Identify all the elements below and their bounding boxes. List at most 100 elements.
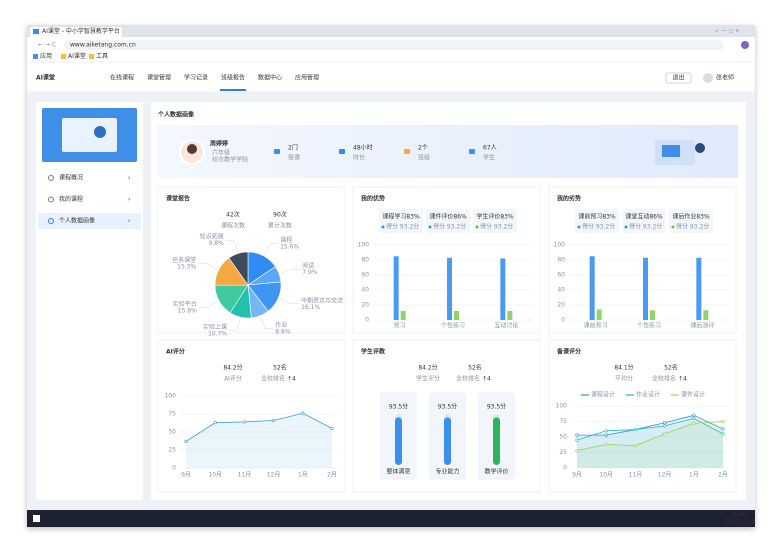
y-tick-label: 40 xyxy=(361,287,369,294)
menu-icon xyxy=(48,196,54,203)
progress-label: 专业能力 xyxy=(435,468,459,476)
line-point xyxy=(575,438,579,442)
nav-item[interactable]: 学习记录 xyxy=(184,74,208,82)
pie-label: 实验平台 xyxy=(173,300,197,308)
nav-item[interactable]: 班级报告 xyxy=(221,74,245,82)
x-tick-label: 11月 xyxy=(238,472,252,479)
line-series xyxy=(576,421,724,452)
leader-line xyxy=(229,318,241,331)
page-title: 个人数据画像 xyxy=(157,111,195,119)
pie-label: 知识拓展 xyxy=(200,233,224,241)
menu-item[interactable]: 我的课程 xyxy=(59,195,83,203)
bookmark[interactable]: 工具 xyxy=(96,53,108,60)
bookmark[interactable]: AI课堂 xyxy=(68,52,86,60)
x-tick-label: 1月 xyxy=(689,472,699,479)
progress-value-label: 93.5分 xyxy=(389,403,408,411)
line-area xyxy=(186,413,332,468)
logout-button[interactable] xyxy=(665,72,692,84)
x-tick-label: 课后测评 xyxy=(690,322,714,330)
panel-stat-value: 84.1分 xyxy=(614,364,633,372)
user-name[interactable]: 张老师 xyxy=(716,74,734,82)
taskbar-time: 9:45 xyxy=(733,512,747,519)
panel-stat-value: 52名 xyxy=(273,364,287,372)
summary-box xyxy=(473,209,517,233)
line-point xyxy=(242,420,246,424)
line-series xyxy=(577,414,724,436)
stat-label: 授课 xyxy=(288,154,300,162)
menu-arrow: › xyxy=(128,196,130,203)
profile-banner xyxy=(158,125,738,178)
panel xyxy=(548,339,737,493)
user-avatar xyxy=(703,73,713,83)
line-point xyxy=(662,421,667,425)
bookmark-icon xyxy=(33,54,38,59)
profile-school: 综合教学学院 xyxy=(212,156,248,164)
panel-stat-label: 全校排名 xyxy=(652,375,676,383)
y-tick-label: 75 xyxy=(559,418,567,425)
stat-icon xyxy=(339,149,345,154)
summary-dot xyxy=(671,225,675,229)
leader-line xyxy=(225,240,238,252)
profile-icon[interactable] xyxy=(741,41,749,49)
banner-monitor xyxy=(662,145,680,157)
line-point xyxy=(575,433,579,437)
y-tick-label: 80 xyxy=(361,257,369,264)
line-point xyxy=(301,411,305,415)
app-header xyxy=(26,61,756,93)
x-tick-label: 预习 xyxy=(394,322,406,330)
panel-stat-label: 平均分 xyxy=(615,375,633,383)
stat-icon xyxy=(469,149,475,154)
x-tick-label: 个性练习 xyxy=(441,322,465,330)
summary-dot xyxy=(428,225,432,229)
x-tick-label: 12月 xyxy=(658,472,672,479)
menu-item[interactable]: 个人数据画像 xyxy=(59,217,95,225)
nav-item[interactable]: 数据中心 xyxy=(258,74,282,82)
tab[interactable] xyxy=(30,27,122,37)
menu-icon xyxy=(48,218,54,224)
leader-line xyxy=(280,269,301,274)
menu-arrow: › xyxy=(128,175,130,182)
url[interactable]: www.aiketang.com.cn xyxy=(70,42,136,49)
bar xyxy=(703,310,709,320)
leader-line xyxy=(198,263,217,270)
line-point xyxy=(633,427,638,432)
bar xyxy=(500,258,506,320)
x-tick-label: 1月 xyxy=(298,472,308,479)
menu-item[interactable]: 课程概况 xyxy=(59,174,83,182)
sidebar xyxy=(36,102,143,500)
pie-value-label: 15.3% xyxy=(177,264,196,271)
x-tick-label: 互动讨论 xyxy=(494,322,518,330)
y-tick-label: 50 xyxy=(559,434,567,441)
bookmark[interactable]: 应用 xyxy=(40,52,52,60)
panel-stat-change: ↑4 xyxy=(482,376,491,383)
y-tick-label: 100 xyxy=(358,242,370,249)
profile-grade: 六年级 xyxy=(212,149,230,157)
window-controls[interactable]: ✓ − ▫ × xyxy=(715,28,740,35)
nav-item[interactable]: 在线课程 xyxy=(110,74,134,82)
nav-buttons[interactable]: ← → C xyxy=(38,42,56,49)
line-area xyxy=(577,415,723,468)
menu-active xyxy=(38,213,141,229)
pie-value-label: 16.1% xyxy=(301,304,320,311)
summary-score: 得分 93.2分 xyxy=(629,223,662,231)
profile-name: 周婷婷 xyxy=(210,140,228,148)
x-tick-label: 2月 xyxy=(327,472,337,479)
y-tick-label: 25 xyxy=(559,449,567,456)
line-point xyxy=(604,429,608,433)
y-tick-label: 40 xyxy=(557,287,565,294)
stat-icon xyxy=(274,149,280,154)
address-bar[interactable] xyxy=(64,40,724,50)
logout[interactable]: 退出 xyxy=(672,74,684,82)
panel-stat-value: 42次 xyxy=(226,211,240,219)
nav-item[interactable]: 课堂管理 xyxy=(147,74,171,82)
nav-item[interactable]: 应用管理 xyxy=(295,74,319,82)
start-button[interactable] xyxy=(33,515,40,522)
pie-label: 实验上课 xyxy=(203,323,227,331)
tab-logo xyxy=(33,29,39,34)
summary-score: 得分 93.2分 xyxy=(582,223,615,231)
legend-label: 课件设计 xyxy=(681,391,705,399)
panel-stat-value: 52名 xyxy=(468,364,482,372)
banner-person xyxy=(695,143,705,153)
x-tick-label: 9月 xyxy=(572,472,582,479)
panel-title: 我的优势 xyxy=(361,195,385,203)
